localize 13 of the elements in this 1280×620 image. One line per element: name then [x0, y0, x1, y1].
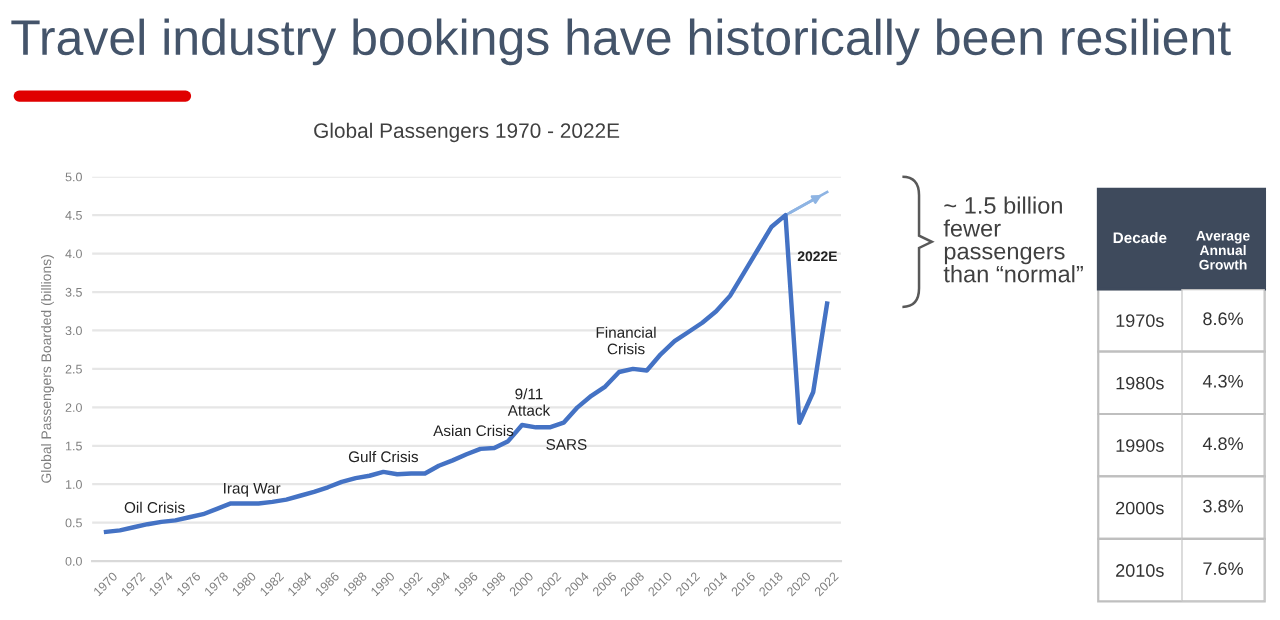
chart-subtitle: Global Passengers 1970 - 2022E [314, 122, 620, 143]
y-tick-label: 2000s [1116, 501, 1164, 515]
text: ~ 1.5 billion fewer passengers than “normal” [943, 196, 1083, 283]
y-tick-label: 1980s [1116, 376, 1164, 390]
text: 4.3% [1202, 374, 1243, 388]
text: 3.8% [1203, 499, 1243, 513]
text: 4.8% [1202, 437, 1243, 451]
y-tick-label: 1990s [1116, 439, 1164, 452]
text: 8.6% [1203, 312, 1243, 326]
text: 7.6% [1203, 562, 1243, 576]
y-tick-label: 1970s [1116, 314, 1164, 328]
chart-title: Travel industry bookings have historically been resilient [11, 18, 1231, 66]
y-tick-label: 2010s [1116, 564, 1164, 577]
